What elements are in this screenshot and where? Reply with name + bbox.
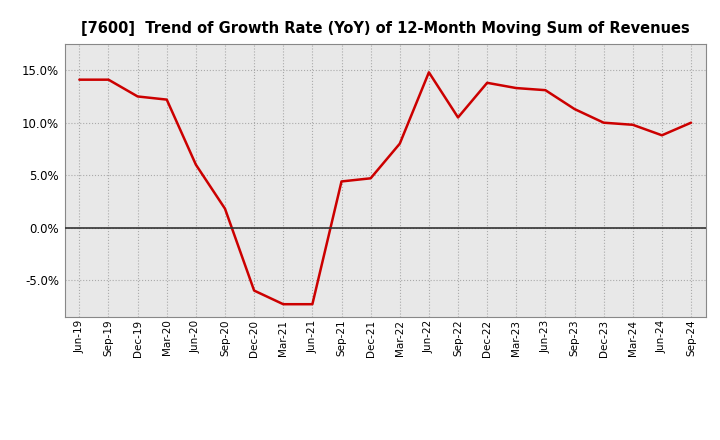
Title: [7600]  Trend of Growth Rate (YoY) of 12-Month Moving Sum of Revenues: [7600] Trend of Growth Rate (YoY) of 12-…: [81, 21, 690, 36]
